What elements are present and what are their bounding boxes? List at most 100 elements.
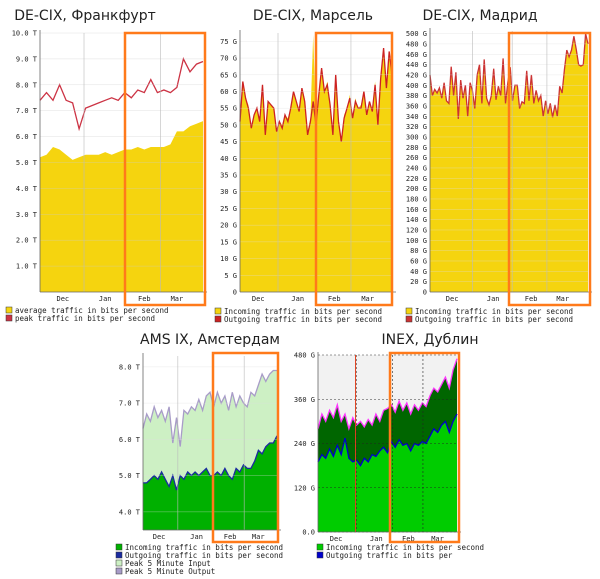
legend-swatch	[115, 567, 123, 575]
highlight-box	[123, 31, 207, 307]
x-tick-label: Mar	[252, 533, 265, 541]
y-tick-label: 50 G	[220, 121, 237, 129]
series-line-1	[39, 57, 204, 132]
y-tick-label: 440 G	[406, 61, 427, 69]
y-tick-label: 240 G	[406, 164, 427, 172]
legend-swatch	[5, 306, 13, 314]
legend-label: Outgoing traffic in bits per	[326, 551, 453, 560]
y-tick-label: 0.0	[302, 529, 315, 537]
legend-label: peak traffic in bits per second	[15, 314, 155, 323]
y-tick-label: 260 G	[406, 154, 427, 162]
legend-label: Incoming traffic in bits per second	[326, 543, 484, 552]
legend-label: Incoming traffic in bits per second	[224, 307, 382, 316]
y-tick-label: 6.0 T	[16, 133, 38, 141]
y-tick-label: 4.0 T	[119, 508, 141, 516]
y-tick-label: 40 G	[410, 268, 427, 276]
y-tick-label: 10.0 T	[12, 30, 38, 38]
x-tick-label: Feb	[138, 295, 151, 303]
legend-swatch	[405, 315, 413, 323]
y-tick-label: 5.0 T	[119, 472, 141, 480]
y-tick-label: 420 G	[406, 71, 427, 79]
y-tick-label: 480 G	[294, 352, 315, 360]
chart-4: INEX, Дублин 0.0 120 G 240 G 360 G 480 G Dec Ja…	[294, 332, 484, 560]
y-tick-label: 5 G	[224, 272, 237, 280]
x-tick-label: Jan	[291, 295, 304, 303]
x-tick-label: Feb	[525, 295, 538, 303]
y-tick-label: 9.0 T	[16, 55, 38, 63]
y-tick-label: 0	[423, 289, 427, 297]
x-tick-label: Jan	[190, 533, 203, 541]
x-tick-label: Dec	[56, 295, 69, 303]
y-tick-label: 180 G	[406, 195, 427, 203]
y-tick-label: 500 G	[406, 30, 427, 38]
y-tick-label: 4.0 T	[16, 185, 38, 193]
y-tick-label: 8.0 T	[16, 81, 38, 89]
x-tick-label: Mar	[431, 535, 444, 543]
chart-title: DE-CIX, Мадрид	[422, 8, 537, 24]
y-tick-label: 65 G	[220, 71, 237, 79]
x-tick-label: Mar	[171, 295, 184, 303]
y-tick-label: 20 G	[410, 278, 427, 286]
y-tick-label: 360 G	[406, 102, 427, 110]
x-tick-label: Feb	[402, 535, 415, 543]
x-tick-label: Feb	[224, 533, 237, 541]
chart-0: DE-CIX, Франкфурт 1.0 T 2.0 T 3.0 T 4.0 T 5.0…	[5, 8, 207, 323]
legend-label: Outgoing traffic in bits per second	[125, 551, 283, 560]
y-tick-label: 400 G	[406, 82, 427, 90]
legend-label: Peak 5 Minute Output	[125, 567, 215, 576]
y-tick-label: 75 G	[220, 38, 237, 46]
y-tick-label: 8.0 T	[119, 363, 141, 371]
y-tick-label: 300 G	[406, 133, 427, 141]
legend-swatch	[316, 551, 324, 559]
x-tick-label: Jan	[99, 295, 112, 303]
y-tick-label: 15 G	[220, 238, 237, 246]
y-tick-label: 280 G	[406, 144, 427, 152]
y-tick-label: 25 G	[220, 205, 237, 213]
y-tick-label: 0	[233, 289, 237, 297]
y-tick-label: 340 G	[406, 113, 427, 121]
x-tick-label: Dec	[330, 535, 343, 543]
chart-2: DE-CIX, Мадрид 0 20 G 40 G 60 G 80 G 100 G 120 …	[405, 8, 592, 324]
x-tick-label: Dec	[153, 533, 166, 541]
y-tick-label: 60 G	[220, 88, 237, 96]
y-tick-label: 320 G	[406, 123, 427, 131]
y-tick-label: 380 G	[406, 92, 427, 100]
y-tick-label: 200 G	[406, 185, 427, 193]
series-line-1	[317, 358, 458, 432]
y-tick-label: 160 G	[406, 206, 427, 214]
legend-swatch	[115, 543, 123, 551]
y-tick-label: 3.0 T	[16, 211, 38, 219]
y-tick-label: 45 G	[220, 138, 237, 146]
x-tick-label: Jan	[370, 535, 383, 543]
y-tick-label: 1.0 T	[16, 263, 38, 271]
series-area-2	[143, 435, 277, 530]
y-tick-label: 140 G	[406, 216, 427, 224]
y-tick-label: 20 G	[220, 222, 237, 230]
legend-label: Incoming traffic in bits per second	[415, 307, 573, 316]
y-tick-label: 100 G	[406, 237, 427, 245]
legend-label: Outgoing traffic in bits per second	[224, 315, 382, 324]
legend-label: average traffic in bits per second	[15, 306, 169, 315]
legend-label: Peak 5 Minute Input	[125, 559, 211, 568]
highlight-box	[388, 351, 461, 544]
legend-swatch	[214, 307, 222, 315]
highlight-box	[507, 31, 592, 307]
chart-title: INEX, Дублин	[382, 332, 479, 348]
chart-title: AMS IX, Амстердам	[140, 332, 280, 348]
x-tick-label: Mar	[361, 295, 374, 303]
chart-3: AMS IX, Амстердам 4.0 T 5.0 T 6.0 T 7.0 T 8.0…	[115, 332, 283, 576]
legend-swatch	[115, 551, 123, 559]
x-tick-label: Mar	[556, 295, 569, 303]
legend-swatch	[214, 315, 222, 323]
y-tick-label: 7.0 T	[119, 400, 141, 408]
y-tick-label: 60 G	[410, 257, 427, 265]
x-tick-label: Dec	[252, 295, 265, 303]
chart-1: DE-CIX, Марсель 0 5 G 10 G 15 G 20 G 25 G 30 G 3…	[214, 8, 396, 324]
y-tick-label: 5.0 T	[16, 159, 38, 167]
highlight-box	[211, 351, 280, 544]
y-tick-label: 360 G	[294, 396, 315, 404]
y-tick-label: 7.0 T	[16, 107, 38, 115]
x-tick-label: Feb	[328, 295, 341, 303]
y-tick-label: 6.0 T	[119, 436, 141, 444]
